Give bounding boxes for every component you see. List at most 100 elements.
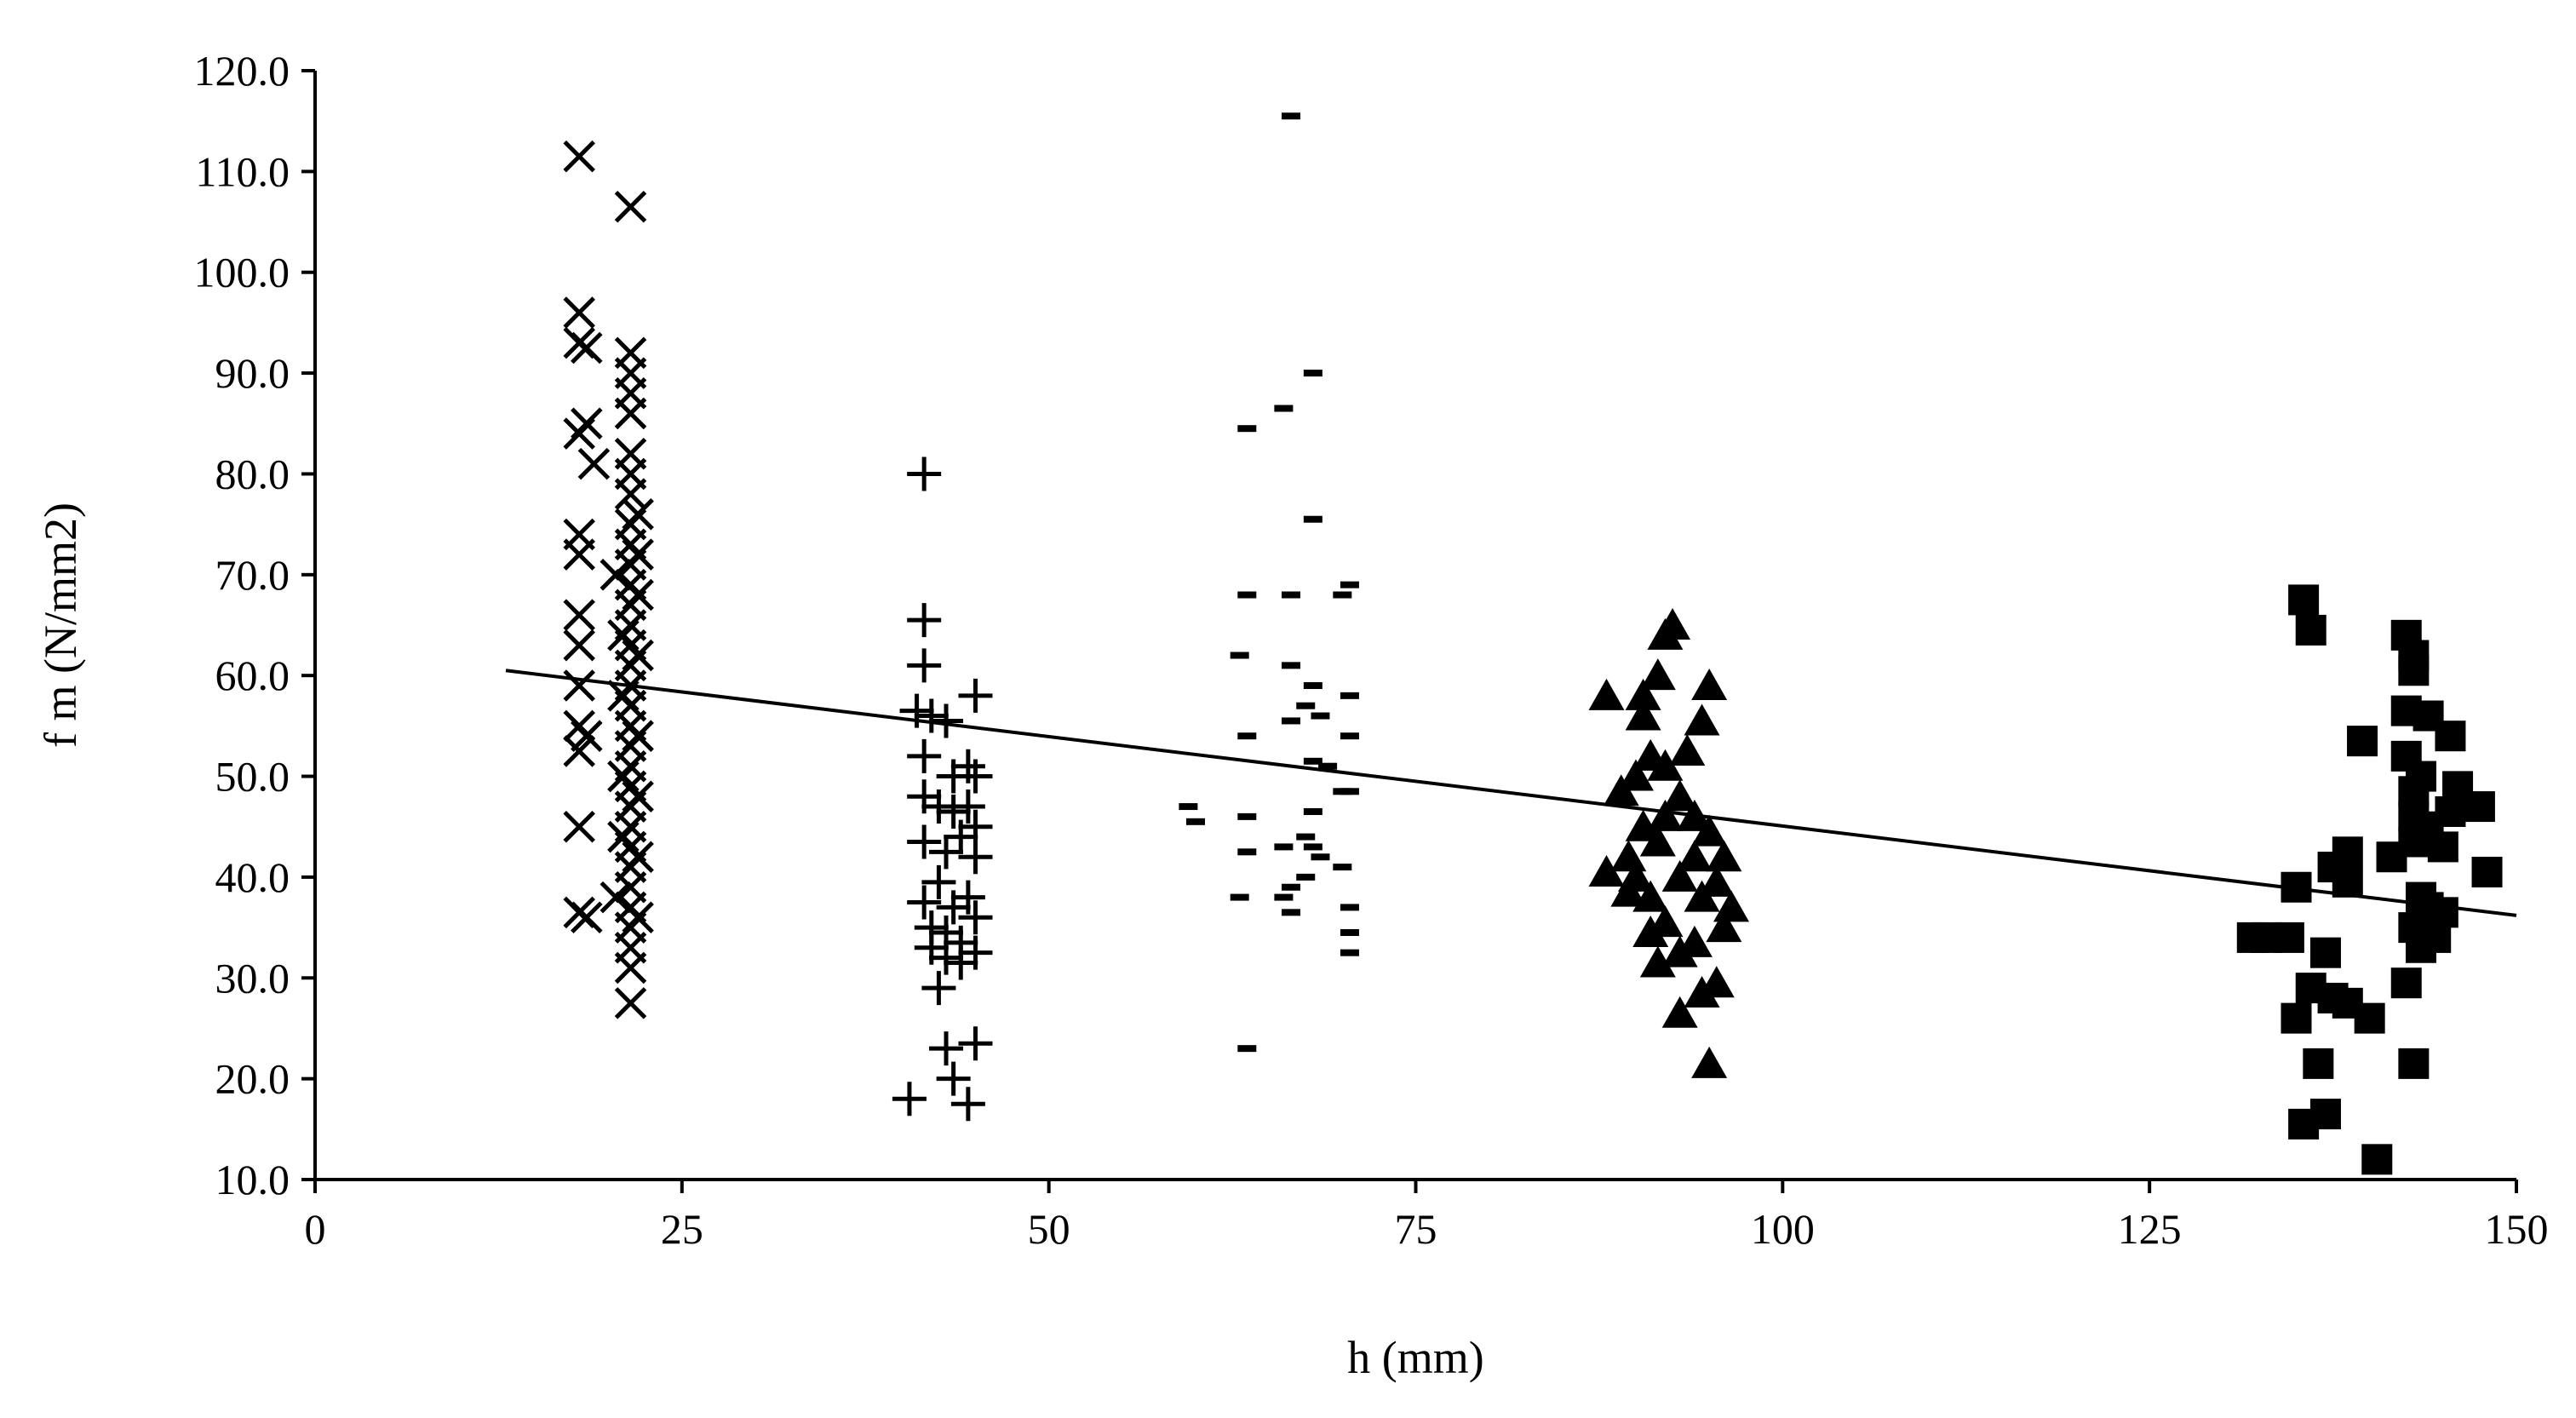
data-point-x <box>614 951 647 985</box>
data-point-plus <box>936 1061 971 1096</box>
data-point-x <box>607 820 640 853</box>
data-point-dash <box>1237 1045 1257 1053</box>
y-axis-title: f m (N/mm2) <box>35 502 86 748</box>
data-point-square <box>2471 856 2503 887</box>
series-plus <box>892 456 993 1122</box>
data-point-square <box>2288 1108 2320 1140</box>
data-point-dash <box>1303 515 1322 523</box>
data-point-triangle <box>1706 910 1742 943</box>
data-points <box>563 112 2503 1175</box>
x-tick-label: 25 <box>661 1205 703 1253</box>
data-point-plus <box>958 840 993 875</box>
data-point-triangle <box>1647 617 1684 650</box>
data-point-x <box>571 720 603 752</box>
data-point-dash <box>1340 788 1359 795</box>
data-point-dash <box>1230 652 1249 659</box>
data-point-dash <box>1340 692 1359 699</box>
data-point-square <box>2347 726 2378 757</box>
data-point-plus <box>950 880 985 915</box>
data-point-dash <box>1311 712 1330 720</box>
data-point-triangle <box>1632 916 1669 948</box>
data-point-plus <box>907 824 942 859</box>
data-point-plus <box>921 789 956 824</box>
data-point-dash <box>1340 581 1359 588</box>
data-point-dash <box>1340 929 1359 937</box>
data-point-x <box>563 417 595 450</box>
data-point-plus <box>929 835 964 870</box>
x-tick-label: 75 <box>1395 1205 1437 1253</box>
data-point-x <box>614 397 647 430</box>
data-point-plus <box>944 819 978 854</box>
data-point-plus <box>907 885 942 920</box>
data-point-triangle <box>1618 759 1654 791</box>
data-point-dash <box>1282 662 1301 669</box>
data-point-square <box>2303 1048 2334 1079</box>
data-point-dash <box>1282 591 1301 599</box>
data-point-x <box>571 901 603 934</box>
data-point-dash <box>1296 702 1316 709</box>
data-point-triangle <box>1625 809 1661 841</box>
y-tick-label: 90.0 <box>215 349 290 397</box>
y-tick-label: 20.0 <box>215 1055 290 1103</box>
data-point-triangle <box>1676 840 1713 872</box>
data-point-plus <box>907 738 942 773</box>
data-point-triangle <box>1639 824 1676 857</box>
y-tick-label: 50.0 <box>215 753 290 801</box>
data-point-triangle <box>1698 864 1735 897</box>
series-x <box>563 140 654 1019</box>
data-point-dash <box>1296 833 1316 841</box>
data-point-dash <box>1333 591 1352 599</box>
data-point-triangle <box>1661 859 1698 892</box>
data-point-triangle <box>1603 774 1639 807</box>
data-point-plus <box>929 703 964 738</box>
data-point-square <box>2281 1002 2312 1034</box>
data-point-x <box>607 619 640 652</box>
data-point-square <box>2273 921 2304 953</box>
data-point-plus <box>936 794 971 829</box>
data-point-dash <box>1311 853 1330 861</box>
data-point-x <box>563 669 595 702</box>
data-point-x <box>571 331 603 365</box>
data-point-triangle <box>1691 669 1728 701</box>
data-point-triangle <box>1639 945 1676 978</box>
y-tick-label: 60.0 <box>215 652 290 699</box>
x-tick-label: 125 <box>2118 1205 2182 1253</box>
data-point-triangle <box>1661 935 1698 967</box>
data-point-triangle <box>1639 658 1676 691</box>
data-point-triangle <box>1691 814 1728 847</box>
data-point-triangle <box>1684 880 1720 912</box>
data-point-dash <box>1237 732 1257 740</box>
data-point-dash <box>1340 904 1359 911</box>
data-point-triangle <box>1588 678 1625 710</box>
data-point-dash <box>1303 757 1322 765</box>
data-point-dash <box>1274 843 1294 851</box>
data-point-plus <box>921 971 956 1006</box>
data-point-dash <box>1333 864 1352 871</box>
data-point-square <box>2398 1048 2430 1079</box>
data-point-plus <box>914 698 949 733</box>
data-point-x <box>622 639 654 672</box>
data-point-dash <box>1303 807 1322 815</box>
data-point-plus <box>921 864 956 899</box>
data-point-plus <box>907 456 942 491</box>
data-point-x <box>614 478 647 510</box>
data-point-dash <box>1237 425 1257 433</box>
data-point-square <box>2464 791 2495 823</box>
data-point-triangle <box>1588 854 1625 887</box>
data-point-x <box>607 760 640 793</box>
y-tick-label: 10.0 <box>215 1156 290 1203</box>
data-point-plus <box>907 648 942 683</box>
data-point-square <box>2361 1144 2393 1175</box>
data-point-dash <box>1274 893 1294 901</box>
data-point-x <box>563 629 595 662</box>
series-triangle <box>1588 608 1750 1078</box>
data-point-x <box>622 578 654 611</box>
data-point-triangle <box>1691 1046 1728 1078</box>
data-point-dash <box>1340 949 1359 956</box>
y-tick-label: 80.0 <box>215 450 290 497</box>
data-point-x <box>563 140 595 173</box>
data-point-square <box>2427 831 2458 863</box>
data-point-dash <box>1318 762 1338 770</box>
data-point-plus <box>950 1087 985 1122</box>
data-point-dash <box>1282 909 1301 916</box>
